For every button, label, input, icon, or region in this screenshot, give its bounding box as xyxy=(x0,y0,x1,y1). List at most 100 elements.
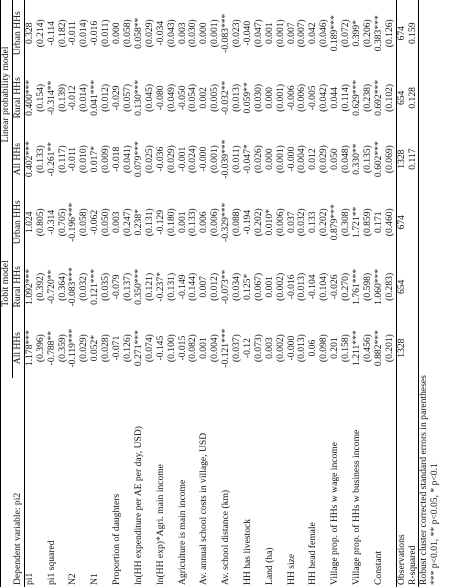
cell: 0.159 xyxy=(407,0,419,67)
cell: 1.024 xyxy=(23,211,35,234)
cell: 0.128 xyxy=(407,66,419,130)
cell xyxy=(407,189,419,256)
se-row: (0.002) (0.002) (0.006) (0.001) (0.001) (0.00… xyxy=(274,0,287,587)
cell: 0.117 xyxy=(407,129,419,190)
cell: (0.460) xyxy=(384,189,397,256)
cell: HH head female xyxy=(307,522,319,585)
cell: Av. annual school costs in village, USD xyxy=(198,432,210,585)
cell: (0.002) xyxy=(274,272,286,301)
cell: (0.126) xyxy=(384,0,397,67)
cell: -0.788** xyxy=(45,330,57,366)
cell: N1 xyxy=(89,573,101,585)
cell: (0.396) xyxy=(34,334,46,363)
cell: Village prop. of HHs w business income xyxy=(351,429,362,585)
cell: pi1 squared xyxy=(45,540,57,586)
cell: 1328 xyxy=(395,338,407,358)
cell xyxy=(407,318,419,378)
cell xyxy=(276,378,287,587)
cell: (0.154) xyxy=(34,83,46,112)
cell: -0.145 xyxy=(154,335,166,361)
cell: ln(HH exp)*Agri. main income xyxy=(154,464,166,585)
obs-row: Observations 1328 654 674 1328 654 674 xyxy=(396,0,407,587)
se-row: (0.100) (0.131) (0.180) (0.029) (0.049) (0.04… xyxy=(165,0,178,587)
cell: -0.036 xyxy=(154,146,166,172)
coef-row: pi1 1.178*** 1.092*** 1.024 0.402*** 0.400***… xyxy=(24,0,35,587)
cell: Village prop. of HHs w wage income xyxy=(329,441,341,585)
se-row: (0.201) (0.283) (0.460) (0.069) (0.102) (0.12… xyxy=(384,0,397,587)
cell: (0.006) xyxy=(274,208,286,237)
cell: Proportion of daughters xyxy=(111,493,123,585)
cell: Observations xyxy=(395,534,407,585)
cell xyxy=(36,378,47,587)
cell: (0.100) xyxy=(165,334,177,363)
cell: 0.328 xyxy=(23,22,35,45)
cell: (0.001) xyxy=(274,83,286,112)
cell: 1.092*** xyxy=(23,268,35,305)
cell: Dependent variable: pi2 xyxy=(12,378,25,587)
cell: (0.180) xyxy=(165,208,177,237)
cell: (0.069) xyxy=(384,129,397,190)
cell: HH has livestock xyxy=(241,518,253,585)
cell: -0.237* xyxy=(154,272,166,302)
cell: -0.261** xyxy=(45,141,57,177)
coef-row: ln(HH exp)*Agri. main income -0.145 -0.237… xyxy=(154,0,167,587)
cell: (0.283) xyxy=(384,255,397,319)
regression-table: Tobit model Linear probability model Depen… xyxy=(0,0,441,587)
cell: (0.201) xyxy=(384,318,397,378)
cell: Land (ha) xyxy=(263,547,275,585)
cell: Rural HHs xyxy=(12,255,25,319)
cell: Rural HHs xyxy=(12,66,25,130)
cell: N2 xyxy=(67,573,79,585)
cell: 0.400*** xyxy=(23,79,35,116)
cell: 654 xyxy=(395,279,407,295)
cell: -0.129 xyxy=(154,209,166,235)
cell: (0.029) xyxy=(165,145,177,174)
cell: Linear probability model xyxy=(0,0,13,190)
cell: -0.034 xyxy=(154,20,166,46)
cell: ln(HH expenditure per AE per day, USD) xyxy=(132,426,144,585)
cell: (0.131) xyxy=(165,272,177,301)
r2-row: R-squared 0.117 0.128 0.159 xyxy=(407,0,419,587)
cell: R-squared xyxy=(407,378,419,587)
cell: -0.080 xyxy=(154,85,166,111)
cell: -0.720** xyxy=(45,269,57,305)
cell: -0.114 xyxy=(45,21,57,46)
cell: 1.178*** xyxy=(23,330,35,367)
coef-row: pi1 squared -0.788** -0.720** -0.314 -0.261*… xyxy=(45,0,58,587)
cell: 674 xyxy=(395,26,407,41)
cell: Constant xyxy=(372,550,384,585)
cell: (0.133) xyxy=(34,145,46,174)
cell: (0.214) xyxy=(34,19,46,48)
cell: (0.002) xyxy=(274,334,286,363)
cell: pi1 xyxy=(23,572,35,585)
cell: (0.392) xyxy=(34,272,46,301)
cell: -0.314** xyxy=(45,80,57,116)
cell: -0.314 xyxy=(45,209,57,235)
cell: HH size xyxy=(285,553,297,585)
cell: (0.001) xyxy=(274,145,286,174)
se-row: (0.396) (0.392) (0.805) (0.133) (0.154) (0.21… xyxy=(34,0,47,587)
cell: 654 xyxy=(395,90,407,106)
cell: Av. school distance (km) xyxy=(220,489,232,585)
cell: Agriculture is main income xyxy=(176,479,188,585)
cell: (0.043) xyxy=(165,19,177,48)
cell xyxy=(384,378,397,587)
cell: 0.402*** xyxy=(23,141,35,178)
cell xyxy=(0,378,13,587)
cell: *** p<0.01, ** p<0.05, * p<0.1 xyxy=(429,463,441,585)
cell xyxy=(167,378,178,587)
cell: Urban HHs xyxy=(12,189,25,256)
cell: 674 xyxy=(395,215,407,230)
header-row: Dependent variable: pi2 All HHs Rural HHs U… xyxy=(12,0,25,587)
cell: All HHs xyxy=(12,129,25,190)
note-row: *** p<0.01, ** p<0.05, * p<0.1 xyxy=(429,0,441,587)
cell xyxy=(407,255,419,319)
cell: 1328 xyxy=(395,149,407,169)
cell: Urban HHs xyxy=(12,0,25,67)
group-row: Tobit model Linear probability model xyxy=(0,0,13,587)
cell: (0.001) xyxy=(274,19,286,48)
cell xyxy=(79,378,90,587)
cell xyxy=(58,378,69,587)
